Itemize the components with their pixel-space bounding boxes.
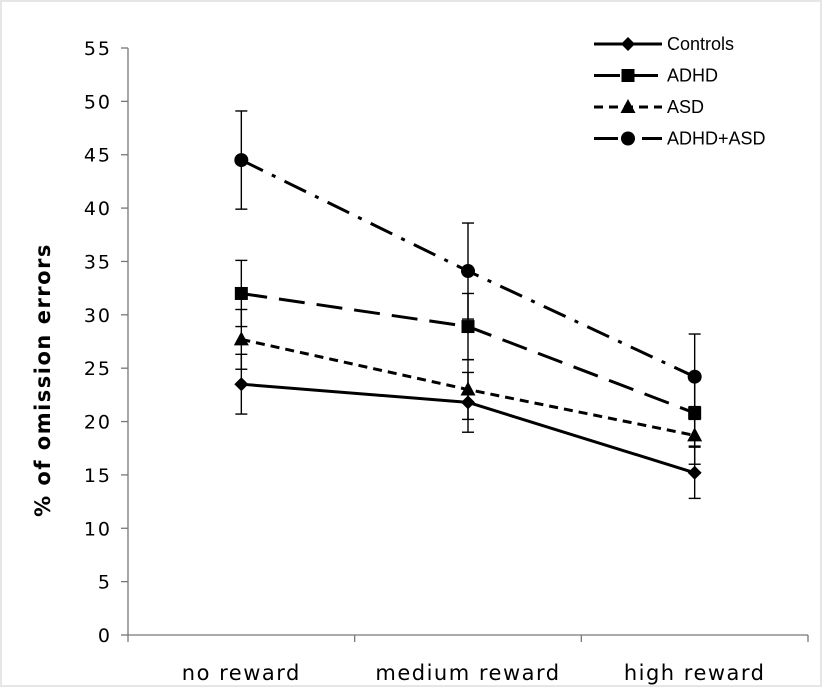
x-axis-ticks: no reward medium reward high reward <box>127 635 809 685</box>
axes <box>127 48 808 636</box>
data-point <box>461 320 475 334</box>
legend: Controls ADHD ASD ADHD+ASD <box>594 34 766 149</box>
legend-item: ADHD+ASD <box>594 129 766 149</box>
y-tick-label: 45 <box>84 145 112 167</box>
legend-item: Controls <box>594 34 734 54</box>
x-category-label: high reward <box>624 661 766 685</box>
series-adhd-asd <box>234 110 702 421</box>
data-point <box>687 465 702 480</box>
data-point <box>461 264 475 279</box>
y-tick-label: 35 <box>84 251 112 273</box>
data-point <box>687 369 702 384</box>
y-tick-label: 55 <box>84 38 112 60</box>
x-category-label: no reward <box>182 661 301 685</box>
data-point <box>234 377 249 392</box>
y-tick-label: 30 <box>84 305 112 327</box>
legend-label: Controls <box>667 34 734 54</box>
y-tick-label: 0 <box>98 625 112 647</box>
series-asd <box>233 308 703 465</box>
y-tick-label: 20 <box>84 412 112 434</box>
data-point <box>234 153 249 168</box>
legend-item: ASD <box>594 97 704 117</box>
y-tick-label: 25 <box>84 358 112 380</box>
data-point <box>687 427 703 442</box>
data-point <box>460 381 476 396</box>
y-axis-title: % of omission errors <box>31 243 55 517</box>
data-point <box>234 286 248 300</box>
legend-marker <box>621 131 635 146</box>
legend-marker <box>620 99 636 113</box>
y-tick-label: 50 <box>84 91 112 113</box>
x-category-label: medium reward <box>375 661 560 685</box>
series-layer <box>233 110 703 500</box>
legend-marker <box>621 37 635 51</box>
y-tick-label: 10 <box>84 518 112 540</box>
y-axis-ticks: 0 5 10 15 20 25 30 35 40 45 50 55 <box>84 38 128 647</box>
y-tick-label: 5 <box>98 572 112 594</box>
y-tick-label: 15 <box>84 465 112 487</box>
legend-label: ADHD <box>667 66 718 86</box>
data-point <box>233 331 249 346</box>
legend-label: ADHD+ASD <box>667 129 766 149</box>
legend-label: ASD <box>667 97 704 117</box>
legend-item: ADHD <box>594 66 718 86</box>
y-tick-label: 40 <box>84 198 112 220</box>
legend-marker <box>621 69 635 82</box>
